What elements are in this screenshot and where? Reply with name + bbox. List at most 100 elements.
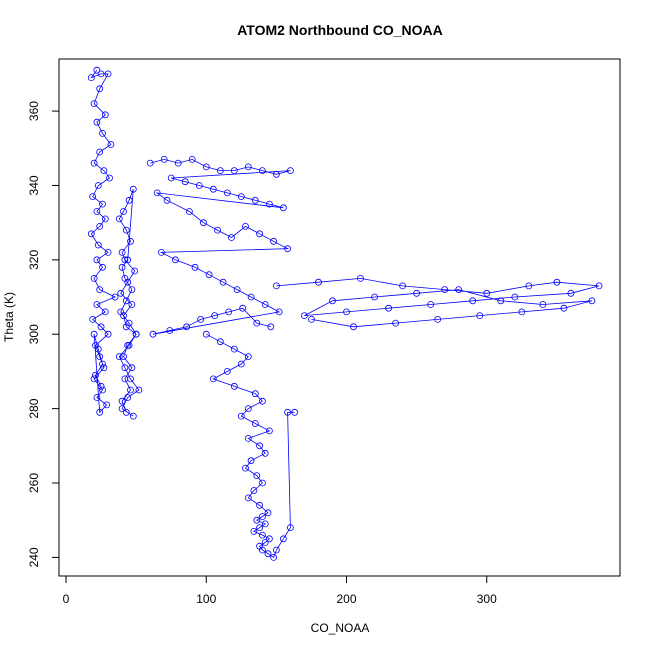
data-point — [247, 457, 255, 465]
x-tick-label: 200 — [336, 592, 356, 606]
data-point — [497, 297, 505, 305]
data-point — [286, 167, 294, 175]
data-point — [267, 323, 275, 331]
data-point — [228, 234, 235, 241]
data-point — [272, 282, 280, 290]
data-point — [157, 248, 165, 256]
data-point — [90, 100, 98, 107]
data-point — [166, 327, 174, 334]
data-point — [101, 111, 109, 119]
data-point — [93, 66, 101, 74]
data-point — [121, 256, 129, 264]
data-point — [124, 341, 132, 349]
data-point — [553, 278, 561, 286]
data-point — [205, 271, 213, 279]
y-tick-label: 360 — [27, 101, 41, 121]
data-point — [99, 263, 106, 271]
data-point — [286, 524, 294, 531]
data-point — [160, 155, 168, 163]
data-point — [270, 554, 278, 561]
data-point — [284, 245, 292, 253]
series-line-2 — [150, 158, 291, 335]
data-point — [118, 248, 126, 256]
data-point — [117, 308, 125, 316]
data-point — [124, 394, 132, 401]
data-point — [128, 364, 136, 372]
data-point — [265, 535, 273, 543]
data-point — [237, 360, 245, 368]
plot-frame — [58, 58, 621, 577]
data-point — [242, 222, 249, 230]
x-tick-label: 0 — [63, 592, 70, 606]
data-point — [171, 256, 179, 264]
data-point — [251, 420, 259, 427]
data-point — [223, 189, 231, 197]
data-point — [87, 74, 95, 81]
data-point — [261, 449, 269, 457]
data-point — [132, 330, 140, 338]
y-tick-label: 340 — [27, 175, 41, 195]
data-point — [258, 513, 266, 520]
data-point — [279, 204, 287, 212]
data-point — [261, 539, 269, 546]
data-point — [125, 196, 133, 204]
data-point — [434, 315, 442, 323]
data-point — [96, 286, 104, 294]
data-point — [96, 408, 104, 416]
data-point — [371, 293, 379, 301]
data-point — [100, 364, 108, 372]
data-point — [125, 319, 133, 327]
data-point — [256, 501, 264, 509]
data-point — [115, 353, 123, 361]
data-point — [92, 371, 99, 379]
data-point — [200, 219, 207, 227]
data-point — [195, 182, 203, 189]
data-point — [265, 427, 273, 435]
data-point — [121, 364, 129, 372]
data-point — [121, 375, 129, 383]
data-point — [93, 118, 101, 126]
data-point — [244, 163, 252, 171]
data-point — [230, 345, 238, 353]
data-point — [242, 464, 249, 472]
data-point — [121, 274, 129, 282]
data-point — [90, 159, 98, 167]
data-point — [202, 163, 210, 171]
data-point — [96, 148, 104, 156]
data-point — [90, 375, 98, 383]
data-point — [93, 208, 101, 215]
data-points — [87, 66, 603, 561]
data-point — [595, 282, 603, 290]
data-point — [291, 408, 299, 416]
data-point — [244, 434, 252, 442]
data-point — [99, 386, 106, 394]
data-point — [122, 297, 130, 305]
data-point — [209, 375, 217, 383]
y-tick-label: 240 — [27, 547, 41, 567]
data-point — [90, 330, 98, 338]
data-point — [237, 193, 245, 201]
data-point — [343, 308, 350, 316]
data-point — [264, 550, 272, 558]
chart-title: ATOM2 Northbound CO_NOAA — [237, 22, 443, 38]
data-point — [237, 412, 245, 420]
data-point — [89, 193, 97, 201]
y-tick-label: 300 — [27, 324, 41, 344]
data-point — [256, 442, 264, 450]
data-point — [94, 345, 102, 353]
data-point — [96, 222, 104, 230]
data-point — [511, 293, 519, 301]
data-point — [209, 185, 217, 193]
data-point — [167, 174, 175, 182]
data-point — [261, 301, 269, 308]
data-point — [253, 319, 261, 327]
data-point — [399, 282, 407, 290]
data-point — [567, 289, 575, 297]
data-point — [131, 267, 139, 275]
data-point — [101, 215, 109, 223]
data-point — [284, 408, 292, 416]
data-point — [122, 408, 130, 416]
data-point — [99, 129, 106, 137]
data-point — [120, 208, 127, 215]
x-axis: 0 100 200 300 — [63, 575, 497, 606]
